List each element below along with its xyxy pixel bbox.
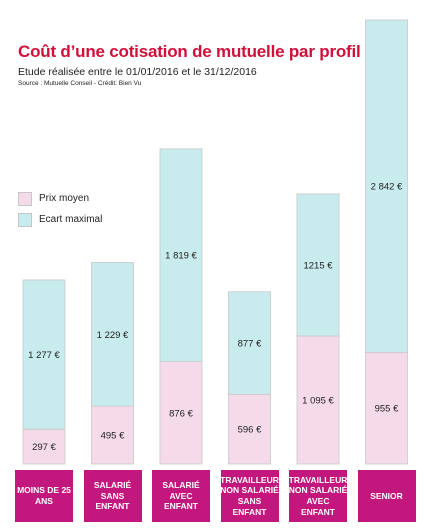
legend-item-ecart-maximal: Ecart maximal <box>18 211 102 228</box>
bar-ecart-maximal-2 <box>159 148 203 362</box>
data-label-ecart-maximal-5: 2 842 € <box>371 182 403 193</box>
data-label-ecart-maximal-3: 877 € <box>238 339 262 350</box>
bar-ecart-maximal-3 <box>228 291 271 395</box>
bar-prix-moyen-1 <box>91 405 134 465</box>
category-label-0: MOINS DE 25 ANS <box>15 470 73 522</box>
data-label-prix-moyen-4: 1 095 € <box>302 395 334 406</box>
data-label-prix-moyen-3: 596 € <box>238 425 262 436</box>
category-label-5: SENIOR <box>357 470 416 522</box>
legend: Prix moyen Ecart maximal <box>18 190 102 232</box>
legend-item-prix-moyen: Prix moyen <box>18 190 102 207</box>
bar-ecart-maximal-1 <box>91 262 134 407</box>
bar-prix-moyen-0 <box>22 428 66 465</box>
category-label-4: TRAVAILLEUR NON SALARIÉ AVEC ENFANT <box>289 470 347 522</box>
category-label-2: SALARIÉ AVEC ENFANT <box>152 470 210 522</box>
data-label-ecart-maximal-0: 1 277 € <box>28 350 60 361</box>
category-label-1: SALARIÉ SANS ENFANT <box>83 470 142 522</box>
legend-swatch-prix-moyen <box>18 191 32 206</box>
data-label-ecart-maximal-1: 1 229 € <box>97 330 129 341</box>
legend-label-prix-moyen: Prix moyen <box>39 193 90 204</box>
bar-ecart-maximal-0 <box>22 279 66 430</box>
chart-source: Source : Mutuelle Conseil - Crédit: Bien… <box>18 80 142 87</box>
data-label-prix-moyen-5: 955 € <box>375 404 399 415</box>
data-label-ecart-maximal-4: 1215 € <box>303 260 333 271</box>
category-label-3: TRAVAILLEUR NON SALARIÉ SANS ENFANT <box>220 470 279 522</box>
bar-ecart-maximal-5 <box>365 19 408 353</box>
legend-swatch-ecart-maximal <box>18 212 32 227</box>
bar-prix-moyen-4 <box>296 335 340 465</box>
chart-subtitle: Etude réalisée entre le 01/01/2016 et le… <box>18 66 257 78</box>
legend-label-ecart-maximal: Ecart maximal <box>39 214 103 225</box>
bar-prix-moyen-2 <box>159 361 203 465</box>
data-label-prix-moyen-2: 876 € <box>169 408 193 419</box>
data-label-prix-moyen-0: 297 € <box>32 442 56 453</box>
bar-prix-moyen-5 <box>365 351 408 465</box>
data-label-prix-moyen-1: 495 € <box>101 431 125 442</box>
bar-ecart-maximal-4 <box>296 193 340 337</box>
chart-title: Coût d’une cotisation de mutuelle par pr… <box>18 42 361 61</box>
data-label-ecart-maximal-2: 1 819 € <box>165 251 197 262</box>
